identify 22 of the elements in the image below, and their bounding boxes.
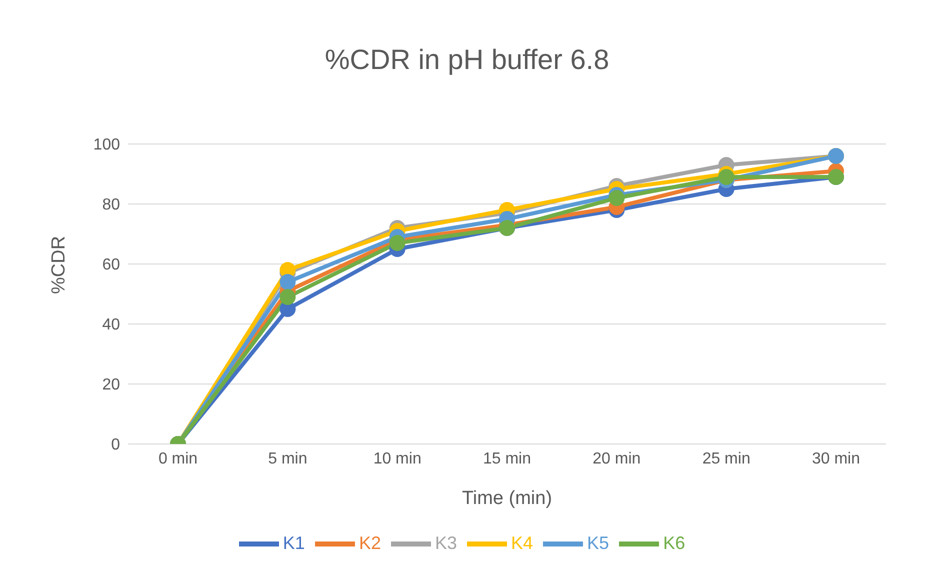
y-axis-title: %CDR <box>48 236 70 294</box>
y-tick-label: 40 <box>102 316 120 334</box>
x-tick-label: 25 min <box>702 450 750 468</box>
legend-label: K4 <box>511 532 534 553</box>
y-tick-label: 100 <box>93 136 120 154</box>
x-tick-label: 30 min <box>812 450 860 468</box>
x-tick-label: 20 min <box>592 450 641 468</box>
x-tick-label: 15 min <box>482 450 532 468</box>
x-tick-label: 0 min <box>158 450 198 468</box>
y-tick-label: 80 <box>102 196 120 214</box>
legend-label: K3 <box>434 532 457 553</box>
x-axis-title: Time (min) <box>462 488 552 509</box>
x-tick-label: 10 min <box>373 450 422 468</box>
x-tick-label: 5 min <box>268 450 308 468</box>
legend-label: K6 <box>663 532 686 553</box>
legend-label: K2 <box>358 532 381 553</box>
y-tick-label: 20 <box>102 376 120 394</box>
y-tick-label: 0 <box>111 436 120 454</box>
chart-title: %CDR in pH buffer 6.8 <box>324 43 610 77</box>
legend-label: K5 <box>587 532 610 553</box>
y-tick-label: 60 <box>102 256 120 274</box>
legend-label: K1 <box>282 532 305 553</box>
